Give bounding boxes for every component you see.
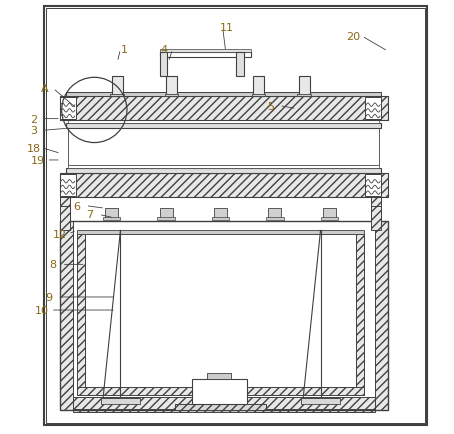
Text: 9: 9 — [45, 293, 52, 302]
Bar — [159, 50, 251, 53]
Bar — [375, 221, 388, 410]
Bar — [165, 95, 178, 97]
Text: 12: 12 — [53, 230, 67, 239]
Text: 20: 20 — [346, 32, 360, 42]
Bar — [77, 231, 364, 234]
Bar — [159, 53, 251, 58]
Bar — [370, 197, 381, 209]
Text: A: A — [40, 84, 48, 94]
Bar — [103, 217, 120, 221]
Bar — [59, 97, 388, 121]
Bar — [59, 174, 76, 197]
Bar — [101, 398, 140, 404]
Bar — [301, 398, 340, 404]
Bar — [207, 373, 232, 379]
Text: 11: 11 — [220, 23, 234, 33]
Bar — [112, 76, 123, 97]
Bar — [159, 53, 168, 76]
Text: 6: 6 — [74, 201, 80, 211]
Text: 8: 8 — [49, 260, 57, 270]
Bar — [323, 209, 336, 218]
Bar — [59, 97, 388, 121]
Text: 4: 4 — [160, 45, 168, 55]
Bar — [77, 387, 364, 395]
Bar — [236, 53, 243, 76]
Bar — [73, 409, 375, 412]
Bar — [212, 217, 229, 221]
Text: 2: 2 — [30, 115, 37, 124]
Bar — [68, 121, 379, 124]
Bar — [59, 98, 76, 120]
Bar — [297, 95, 311, 97]
Bar — [73, 397, 375, 410]
Text: 1: 1 — [121, 45, 128, 55]
Bar — [85, 234, 356, 387]
Bar — [59, 174, 388, 197]
Text: 5: 5 — [267, 102, 274, 111]
Bar — [299, 76, 310, 97]
Text: 3: 3 — [30, 126, 37, 136]
Bar — [356, 234, 364, 395]
Bar — [59, 207, 70, 231]
Bar — [158, 217, 175, 221]
Bar — [365, 174, 381, 197]
Bar — [252, 95, 265, 97]
Text: 10: 10 — [35, 306, 49, 315]
Bar — [268, 209, 281, 218]
Bar — [59, 221, 73, 410]
Bar — [46, 9, 425, 423]
Bar — [44, 7, 427, 425]
Bar — [66, 168, 381, 174]
Bar — [68, 129, 379, 166]
Bar — [110, 95, 124, 97]
Bar — [370, 207, 381, 231]
Bar — [59, 174, 388, 197]
Bar — [175, 404, 266, 410]
Bar — [321, 217, 338, 221]
Bar — [365, 98, 381, 120]
Bar — [77, 234, 85, 395]
Bar — [166, 76, 177, 97]
Bar — [59, 197, 70, 209]
Bar — [66, 124, 381, 129]
Bar — [68, 166, 379, 168]
Bar — [105, 209, 118, 218]
Bar — [266, 217, 284, 221]
Bar — [192, 379, 247, 404]
Bar — [159, 209, 173, 218]
Bar — [214, 209, 227, 218]
Text: 7: 7 — [86, 210, 94, 220]
Bar — [253, 76, 264, 97]
Text: 18: 18 — [26, 144, 40, 153]
Text: 19: 19 — [31, 156, 45, 165]
Bar — [59, 221, 388, 410]
Bar — [66, 93, 381, 97]
